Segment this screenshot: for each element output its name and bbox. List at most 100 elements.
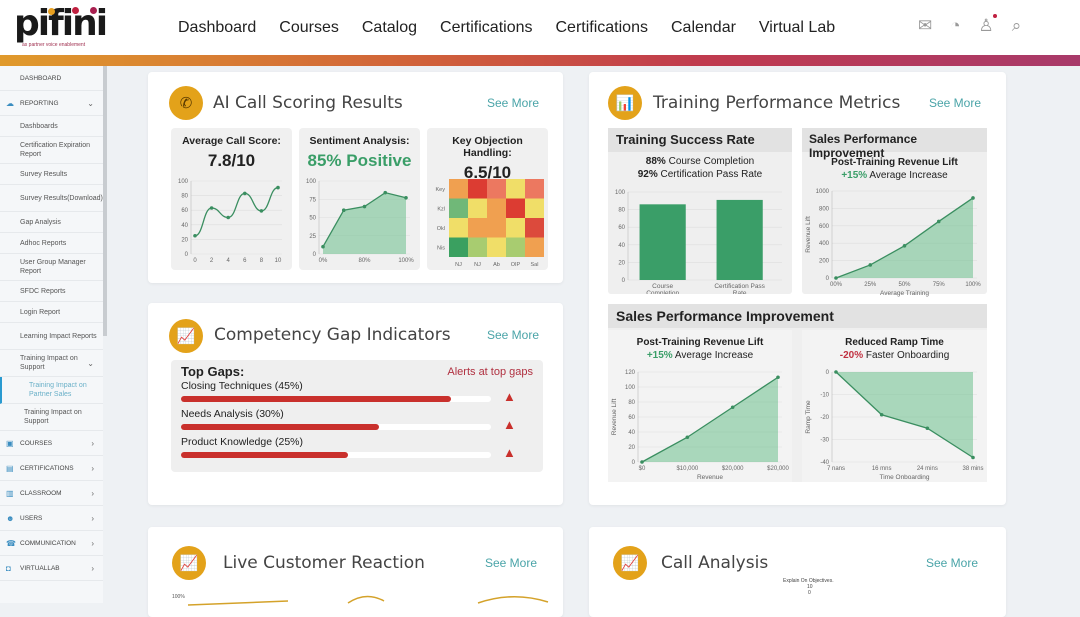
chevron-right-icon[interactable]: › — [91, 538, 94, 548]
x-tick-label: 00% — [830, 282, 843, 288]
sidebar-item-label: Learning Impact Reports — [20, 332, 97, 340]
heatmap-cell — [487, 218, 506, 238]
x-axis-label: Revenue — [697, 474, 723, 481]
pass-rate: 92% — [637, 169, 658, 180]
data-point — [936, 219, 941, 224]
chevron-right-icon[interactable]: › — [91, 438, 94, 448]
pifini-logo[interactable]: pifini as partner voice enablement — [14, 3, 108, 49]
data-point — [971, 196, 975, 200]
sidebar-item-learning-impact-reports[interactable]: Learning Impact Reports — [0, 323, 103, 350]
sidebar-item-training-impact-on-partner-sales[interactable]: Training Impact on Partner Sales — [0, 377, 103, 404]
see-more-link[interactable]: See More — [487, 96, 540, 110]
chevron-down-icon[interactable]: ⌄ — [87, 358, 94, 368]
nav-calendar[interactable]: Calendar — [670, 19, 736, 36]
sidebar-scrollbar[interactable] — [103, 66, 107, 336]
data-point — [209, 206, 214, 210]
sidebar-item-label: VIRTUALLAB — [20, 564, 60, 572]
x-axis-label: Average Training — [880, 290, 929, 297]
sidebar-item-certification-expiration-report[interactable]: Certification Expiration Report — [0, 137, 103, 164]
heatmap-cell — [525, 198, 544, 218]
nav-courses[interactable]: Courses — [279, 19, 339, 36]
x-tick-label: Rate — [733, 290, 747, 294]
nav-certifications-2[interactable]: Certifications — [555, 19, 648, 36]
nav-certifications[interactable]: Certifications — [440, 19, 533, 36]
sidebar-item-dashboards[interactable]: Dashboards — [0, 116, 103, 137]
sidebar-item-sfdc-reports[interactable]: SFDC Reports — [0, 281, 103, 302]
panel-title: Training Success Rate — [608, 128, 792, 152]
data-point — [925, 426, 930, 431]
sidebar-item-gap-analysis[interactable]: Gap Analysis — [0, 212, 103, 233]
see-more-link[interactable]: See More — [929, 96, 982, 110]
objection-panel: Key Objection Handling: 6.5/10 Key Kzl Okl… — [427, 128, 548, 270]
y-axis-label: Ramp Time — [805, 400, 812, 434]
chevron-right-icon[interactable]: › — [91, 513, 94, 523]
chevron-down-icon[interactable]: ⌄ — [87, 98, 94, 108]
chevron-right-icon[interactable]: › — [91, 463, 94, 473]
chevron-right-icon[interactable]: › — [91, 488, 94, 498]
y-tick-label: 100 — [178, 179, 189, 185]
heatmap-cell — [487, 179, 506, 199]
heatmap-cell — [506, 198, 525, 218]
y-tick-label: 75 — [309, 197, 316, 203]
x-tick-label: $20,000 — [767, 466, 789, 472]
heatmap-cell — [449, 179, 468, 199]
y-tick-label: 40 — [628, 430, 635, 436]
panel-subtitle: Reduced Ramp Time — [845, 337, 944, 348]
sidebar-item-certifications[interactable]: ▤ CERTIFICATIONS › — [0, 456, 103, 481]
sidebar-item-reporting[interactable]: ☁ REPORTING ⌄ — [0, 91, 103, 116]
heatmap-cell — [487, 237, 506, 257]
heatmap-cell — [449, 218, 468, 238]
sidebar-item-training-impact-on-support[interactable]: Training Impact on Support — [0, 404, 103, 431]
heatmap-col-label: NJ — [474, 262, 481, 268]
data-point — [383, 190, 388, 195]
sidebar-item-survey-results[interactable]: Survey Results — [0, 164, 103, 185]
courses-icon: ▣ — [6, 438, 14, 448]
x-tick-label: 25% — [864, 282, 877, 288]
radar-axis-label: Explain On Objectives. — [783, 578, 834, 584]
gap-progress-bar — [181, 424, 491, 430]
area-fill — [836, 197, 973, 278]
decrease-value: -20% — [839, 350, 864, 361]
heatmap-col-label: Ab — [493, 262, 500, 268]
nav-dashboard[interactable]: Dashboard — [178, 19, 257, 36]
see-more-link[interactable]: See More — [926, 556, 979, 570]
y-axis-label: Revenue Lift — [805, 216, 812, 253]
gap-label: Closing Techniques (45%) — [181, 380, 303, 392]
see-more-link[interactable]: See More — [487, 328, 540, 342]
sidebar-item-label: Survey Results — [20, 170, 68, 178]
avg-call-score-chart: 0 20 40 60 80 100 0 2 4 6 8 10 — [178, 179, 282, 264]
x-tick-label: 0% — [319, 258, 328, 264]
sidebar-item-virtuallab[interactable]: ◘ VIRTUALLAB › — [0, 556, 103, 581]
sidebar-item-login-report[interactable]: Login Report — [0, 302, 103, 323]
dashboard-gauge-icon[interactable]: ◔ — [950, 16, 961, 35]
search-icon[interactable]: ⌕ — [1011, 16, 1022, 35]
sentiment-chart: 0 25 50 75 100 0% 80% 100% — [306, 179, 414, 264]
sidebar-item-communication[interactable]: ☎ COMMUNICATION › — [0, 531, 103, 556]
sidebar-item-adhoc-reports[interactable]: Adhoc Reports — [0, 233, 103, 254]
sidebar-item-courses[interactable]: ▣ COURSES › — [0, 431, 103, 456]
sidebar-item-classroom[interactable]: ▥ CLASSROOM › — [0, 481, 103, 506]
sidebar-item-training-impact-on-support[interactable]: Training Impact on Support ⌄ — [0, 350, 103, 377]
y-tick-label: 20 — [181, 237, 188, 243]
nav-virtual-lab[interactable]: Virtual Lab — [758, 19, 836, 36]
sentiment-panel: Sentiment Analysis: 85% Positive 0 25 50 75… — [299, 128, 420, 270]
increase-value: +15% — [841, 170, 868, 181]
sidebar-item-dashboard[interactable]: DASHBOARD — [0, 66, 103, 91]
mail-icon[interactable]: ✉ — [918, 16, 933, 35]
sidebar-item-user-group-manager-report[interactable]: User Group Manager Report — [0, 254, 103, 281]
bar — [639, 204, 686, 280]
x-tick-label: 80% — [358, 258, 371, 264]
warning-icon: ▲ — [503, 417, 516, 432]
data-point — [776, 375, 780, 380]
user-icon[interactable]: ♙ — [979, 14, 997, 36]
nav-catalog[interactable]: Catalog — [361, 19, 418, 36]
y-tick-label: -30 — [820, 438, 829, 444]
heatmap-cell — [468, 218, 487, 238]
chevron-right-icon[interactable]: › — [91, 563, 94, 573]
sidebar-item-users[interactable]: ☻ USERS › — [0, 506, 103, 531]
sidebar-item-survey-results-download-[interactable]: Survey Results(Download) — [0, 185, 103, 212]
data-point — [902, 244, 907, 248]
panel-title: Sales Performance Improvement — [802, 128, 987, 160]
see-more-link[interactable]: See More — [485, 556, 538, 570]
heatmap-col-label: Sal — [531, 262, 539, 268]
